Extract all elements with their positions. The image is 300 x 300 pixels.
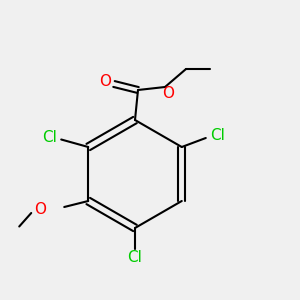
- Text: Cl: Cl: [42, 130, 57, 146]
- Text: O: O: [162, 85, 174, 100]
- Text: O: O: [34, 202, 46, 217]
- Text: Cl: Cl: [210, 128, 225, 142]
- Text: Cl: Cl: [128, 250, 142, 266]
- Text: O: O: [99, 74, 111, 88]
